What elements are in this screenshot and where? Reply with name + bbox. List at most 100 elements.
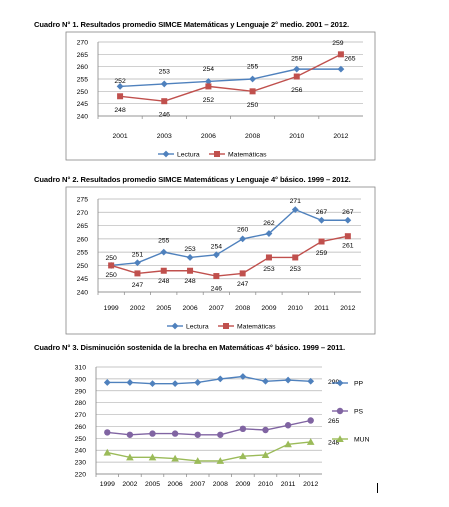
- chart-2-x-tick-label: 1999: [104, 305, 119, 312]
- chart-2-series-2-point: [160, 267, 167, 274]
- chart-2-series-1-line: [111, 208, 348, 267]
- chart-2-series-2-data-label: 250: [105, 272, 117, 279]
- chart-3-series-1-point: [307, 377, 315, 385]
- chart-1-legend-marker: [214, 151, 220, 157]
- chart-2-series-2-data-label: 259: [316, 250, 328, 257]
- chart-2-x-tick-label: 2011: [314, 305, 329, 312]
- chart-2-x-tick-label: 2007: [209, 305, 224, 312]
- chart-1-series-1-point: [249, 75, 256, 83]
- chart-2-series-1-point: [134, 259, 141, 267]
- chart-2-series-2-data-label: 247: [132, 282, 144, 289]
- chart-3-series-2-point: [284, 422, 292, 429]
- chart-1-series-2-data-label: 256: [291, 87, 303, 94]
- chart-3-legend-marker: [336, 407, 344, 415]
- chart-3-series-1-point: [239, 373, 247, 380]
- chart-2-series-1-data-label: 250: [105, 255, 117, 262]
- chart-1-series-1-point: [116, 83, 124, 90]
- chart-2-y-tick-label: 250: [77, 263, 89, 270]
- chart-3-series-2-point: [104, 429, 111, 436]
- chart-2-series-1-data-label: 253: [184, 246, 196, 253]
- chart-3-y-tick-label: 260: [75, 424, 87, 431]
- chart-3-series-3-point: [284, 440, 292, 448]
- chart-2-series-2-data-label: 247: [237, 281, 249, 288]
- chart-3-x-tick-label: 2011: [281, 481, 296, 488]
- chart-1-series-1-data-label: 255: [247, 64, 259, 71]
- chart-2-y-tick-label: 240: [77, 290, 89, 297]
- chart-1-series-1-point: [337, 65, 345, 73]
- chart-2-series-2-point: [344, 233, 351, 240]
- chart-1-x-tick-label: 2008: [245, 133, 260, 140]
- chart-1-y-tick-label: 240: [77, 114, 89, 121]
- chart-1-series-1-point: [205, 78, 212, 85]
- chart-2-legend-marker: [171, 322, 179, 330]
- chart-3-series-3-point: [239, 452, 247, 460]
- chart-3-series-2-point: [126, 431, 134, 438]
- chart-3-x-tick-label: 2009: [235, 481, 250, 488]
- chart-2-series-2-data-label: 253: [290, 266, 302, 273]
- chart-3-legend-label: PS: [354, 409, 364, 416]
- chart-1-series-2-line: [120, 53, 342, 102]
- chart-3-y-tick-label: 300: [75, 376, 87, 383]
- chart-2-y-tick-label: 275: [77, 197, 89, 204]
- chart-3-x-tick-label: 2007: [190, 481, 205, 488]
- chart-2-series-2-point: [318, 238, 325, 245]
- chart-2-series-2-data-label: 246: [211, 286, 223, 293]
- chart-3-y-tick-label: 240: [75, 448, 87, 455]
- chart-3-y-tick-label: 270: [75, 412, 87, 419]
- chart-1-series-2-data-label: 250: [247, 102, 259, 109]
- chart-1-series-2-point: [337, 51, 344, 58]
- chart-1-series-1-data-label: 265: [344, 56, 356, 63]
- chart-1-legend-label: Lectura: [177, 152, 200, 159]
- chart-1-series-2-point: [161, 98, 168, 105]
- chart-2-series-2-point: [187, 267, 194, 274]
- chart-1-frame: [65, 31, 376, 161]
- chart-1-series-2-data-label: 259: [332, 40, 344, 47]
- chart-2-series-1-point: [160, 248, 168, 256]
- chart-3-y-tick-label: 250: [75, 436, 87, 443]
- chart-2-series-1-point: [239, 235, 247, 243]
- chart-2-x-tick-label: 2010: [288, 305, 303, 312]
- chart-1-series-1-line: [120, 68, 341, 88]
- chart-3-series-2-point: [194, 431, 201, 438]
- chart-2-series-1-data-label: 255: [158, 238, 170, 245]
- chart-2-series-1-data-label: 260: [237, 226, 249, 233]
- chart-3-legend-label: PP: [354, 381, 364, 388]
- chart-1-x-tick-label: 2010: [289, 133, 304, 140]
- chart-3-series-1-point: [194, 379, 202, 386]
- chart-2-series-1-point: [344, 216, 352, 224]
- chart-2-series-1-data-label: 267: [342, 209, 354, 216]
- chart-2-series-1-data-label: 271: [290, 198, 302, 205]
- chart-2-series-2-data-label: 261: [342, 243, 354, 250]
- chart-1-legend-label: Matemáticas: [228, 152, 267, 159]
- chart-3-series-2-point: [307, 417, 314, 424]
- chart-1-series-1-data-label: 254: [203, 66, 215, 73]
- chart-3-x-tick-label: 2012: [303, 481, 318, 488]
- chart-2-series-1-data-label: 267: [316, 209, 328, 216]
- chart-1-series-1-data-label: 259: [291, 56, 303, 63]
- chart-1-title: Cuadro N° 1. Resultados promedio SIMCE M…: [34, 20, 350, 29]
- chart-1-x-tick-label: 2003: [157, 133, 172, 140]
- chart-3-x-tick-label: 2010: [258, 481, 273, 488]
- chart-2-series-1-data-label: 262: [263, 220, 275, 227]
- chart-3-series-2-point: [149, 430, 156, 437]
- chart-3-series-3-point: [126, 453, 134, 461]
- chart-1-y-tick-label: 260: [77, 64, 89, 71]
- chart-3-series-1-point: [149, 380, 156, 388]
- chart-3-series-1-point: [103, 379, 111, 386]
- chart-3-series-2-point: [217, 431, 224, 438]
- chart-1-series-2-data-label: 248: [114, 107, 126, 114]
- chart-3-series-1-end-label: 299: [328, 379, 340, 386]
- chart-3-y-tick-label: 220: [75, 472, 87, 479]
- chart-1-x-tick-label: 2001: [113, 133, 128, 140]
- chart-3-y-tick-label: 290: [75, 388, 87, 395]
- chart-2-series-1-data-label: 254: [211, 243, 223, 250]
- chart-3-series-2-point: [262, 426, 269, 434]
- chart-2-series-1-point: [318, 216, 325, 224]
- chart-2-y-tick-label: 270: [77, 210, 89, 217]
- chart-1-y-tick-label: 265: [77, 52, 89, 59]
- chart-3-series-1-point: [126, 379, 134, 386]
- chart-2-series-1-point: [186, 254, 194, 261]
- chart-3-series-1-point: [284, 376, 292, 384]
- chart-2-series-2-point: [292, 254, 299, 261]
